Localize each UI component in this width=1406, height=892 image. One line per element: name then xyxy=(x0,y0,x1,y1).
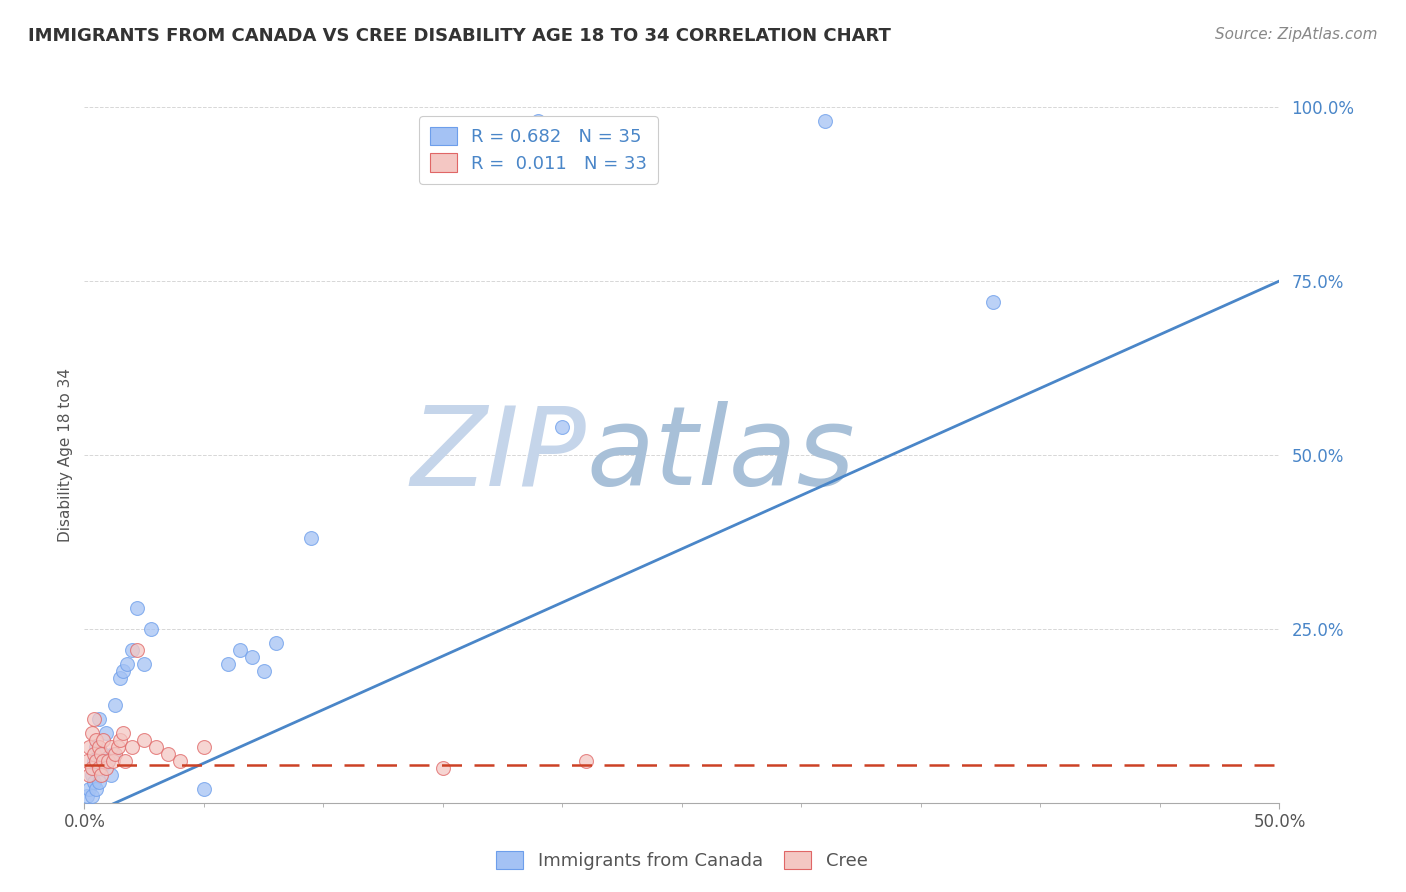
Text: IMMIGRANTS FROM CANADA VS CREE DISABILITY AGE 18 TO 34 CORRELATION CHART: IMMIGRANTS FROM CANADA VS CREE DISABILIT… xyxy=(28,27,891,45)
Point xyxy=(217,657,239,671)
Point xyxy=(90,761,112,775)
Point xyxy=(264,636,287,650)
Point xyxy=(93,747,115,761)
Point xyxy=(80,768,103,782)
Point xyxy=(110,671,132,685)
Point xyxy=(90,747,112,761)
Point xyxy=(87,712,110,726)
Point xyxy=(76,789,98,803)
Point xyxy=(84,733,107,747)
Point xyxy=(114,754,136,768)
Point xyxy=(551,420,574,434)
Point xyxy=(101,754,124,768)
Point xyxy=(94,761,117,775)
Point xyxy=(87,775,110,789)
Point xyxy=(97,754,120,768)
Text: ZIP: ZIP xyxy=(411,401,586,508)
Point xyxy=(80,789,103,803)
Point xyxy=(145,740,167,755)
Point xyxy=(117,657,139,671)
Point xyxy=(121,642,143,657)
Point xyxy=(83,775,105,789)
Point xyxy=(981,294,1004,309)
Text: Source: ZipAtlas.com: Source: ZipAtlas.com xyxy=(1215,27,1378,42)
Point xyxy=(100,740,122,755)
Point xyxy=(527,114,550,128)
Point xyxy=(80,761,103,775)
Point xyxy=(125,642,148,657)
Point xyxy=(83,747,105,761)
Point xyxy=(575,754,598,768)
Point xyxy=(157,747,180,761)
Legend: Immigrants from Canada, Cree: Immigrants from Canada, Cree xyxy=(489,844,875,877)
Point xyxy=(76,754,98,768)
Point xyxy=(93,754,115,768)
Point xyxy=(169,754,191,768)
Point xyxy=(84,754,107,768)
Point xyxy=(228,642,252,657)
Point xyxy=(814,114,837,128)
Point xyxy=(77,768,100,782)
Point xyxy=(107,740,129,755)
Point xyxy=(84,740,107,755)
Point xyxy=(121,740,143,755)
Point xyxy=(100,768,122,782)
Point xyxy=(87,761,110,775)
Point xyxy=(94,726,117,740)
Point xyxy=(110,733,132,747)
Point xyxy=(193,781,215,796)
Point xyxy=(93,733,115,747)
Point xyxy=(87,740,110,755)
Point xyxy=(90,768,112,782)
Point xyxy=(104,698,127,713)
Point xyxy=(193,740,215,755)
Text: atlas: atlas xyxy=(586,401,855,508)
Point xyxy=(141,622,163,636)
Point xyxy=(240,649,263,664)
Point xyxy=(132,657,156,671)
Point xyxy=(83,754,105,768)
Point xyxy=(83,712,105,726)
Point xyxy=(301,532,323,546)
Point xyxy=(111,726,134,740)
Point xyxy=(253,664,276,678)
Point xyxy=(111,664,134,678)
Point xyxy=(104,747,127,761)
Point xyxy=(432,761,454,775)
Y-axis label: Disability Age 18 to 34: Disability Age 18 to 34 xyxy=(58,368,73,542)
Point xyxy=(77,781,100,796)
Point xyxy=(77,740,100,755)
Point xyxy=(132,733,156,747)
Point xyxy=(101,747,124,761)
Point xyxy=(80,726,103,740)
Point xyxy=(97,754,120,768)
Point xyxy=(125,601,148,615)
Point xyxy=(84,781,107,796)
